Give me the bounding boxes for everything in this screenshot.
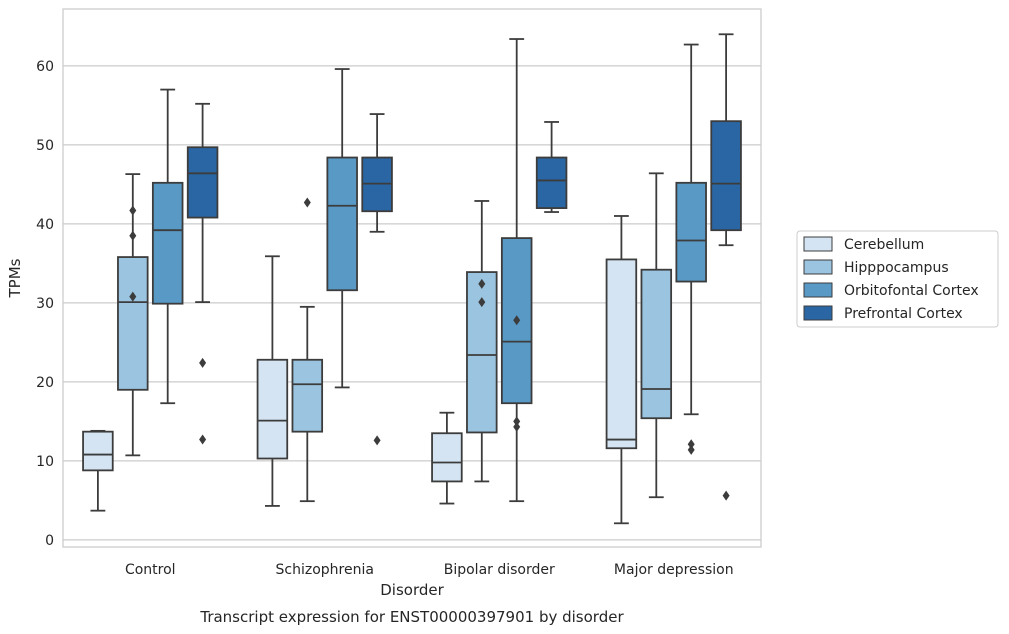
box [466, 271, 498, 434]
chart-caption: Transcript expression for ENST0000039790… [199, 608, 624, 626]
outlier-point [373, 435, 381, 446]
y-tick-label: 40 [36, 217, 54, 233]
outlier-point [687, 439, 695, 450]
y-axis-label: TPMs [6, 258, 24, 298]
outlier-point [687, 444, 695, 455]
y-tick-label: 20 [36, 375, 54, 391]
box [82, 430, 114, 472]
outlier-point [129, 230, 137, 241]
box-group [117, 173, 149, 457]
y-tick-label: 50 [36, 138, 54, 154]
y-tick-label: 10 [36, 454, 54, 470]
legend-frame [796, 230, 999, 328]
legend-swatch [803, 259, 833, 275]
y-tick-label: 0 [45, 533, 54, 549]
box [151, 181, 184, 305]
legend-swatch [803, 236, 833, 252]
box [291, 358, 324, 433]
box-group [500, 38, 533, 503]
x-tick-label: Schizophrenia [276, 562, 374, 578]
y-tick-label: 60 [36, 59, 54, 75]
box [675, 181, 707, 283]
box-group [431, 411, 463, 505]
legend-entry: Hipppocampus [803, 259, 949, 276]
box-group [605, 215, 638, 525]
x-axis-label: Disorder [380, 581, 444, 599]
outlier-point [513, 421, 521, 432]
x-tick-label: Bipolar disorder [444, 562, 555, 578]
legend-entry: Cerebellum [803, 236, 924, 253]
legend-label: Hipppocampus [844, 260, 949, 276]
outlier-point [129, 291, 137, 302]
legend-swatch [803, 305, 833, 321]
box [431, 432, 463, 483]
legend-entry: Prefrontal Cortex [803, 305, 963, 322]
box-group [151, 88, 184, 405]
box-group [535, 121, 568, 213]
x-tick-label: Major depression [614, 562, 734, 578]
box [186, 146, 219, 219]
outlier-point [129, 205, 137, 216]
box-group [186, 102, 219, 445]
box-group [640, 172, 673, 499]
box [640, 268, 673, 420]
box [710, 120, 742, 232]
x-tick-label: Control [125, 562, 176, 578]
box [256, 358, 289, 460]
box-group [326, 68, 358, 389]
box-group [675, 43, 707, 455]
box-group [466, 200, 498, 483]
outlier-point [513, 315, 521, 326]
outlier-point [478, 278, 486, 289]
outlier-point [303, 197, 311, 208]
box-group [82, 429, 114, 512]
outlier-point [513, 416, 521, 427]
x-axis-ticks: Control Schizophrenia Bipolar disorder Majo… [125, 562, 734, 578]
outlier-point [478, 297, 486, 308]
plot-frame [62, 8, 762, 548]
legend-label: Prefrontal Cortex [844, 306, 963, 322]
outlier-point [722, 490, 730, 501]
outlier-point [199, 357, 207, 368]
box-plot-boxes [82, 33, 742, 525]
outlier-point [199, 434, 207, 445]
legend: Cerebellum Hipppocampus Orbitofontal Corte… [796, 230, 999, 328]
legend-entry: Orbitofontal Cortex [803, 282, 979, 299]
box-group [256, 255, 289, 507]
legend-swatch [803, 282, 833, 298]
box-group [361, 113, 393, 446]
y-tick-label: 30 [36, 296, 54, 312]
legend-label: Cerebellum [844, 237, 924, 253]
box [500, 237, 533, 405]
box [117, 256, 149, 391]
y-axis-ticks: 0 10 20 30 40 50 60 [36, 59, 54, 549]
box [326, 156, 358, 292]
box [535, 156, 568, 209]
box-group [710, 33, 742, 501]
legend-label: Orbitofontal Cortex [844, 283, 979, 299]
box [605, 258, 638, 450]
box-group [291, 197, 324, 503]
